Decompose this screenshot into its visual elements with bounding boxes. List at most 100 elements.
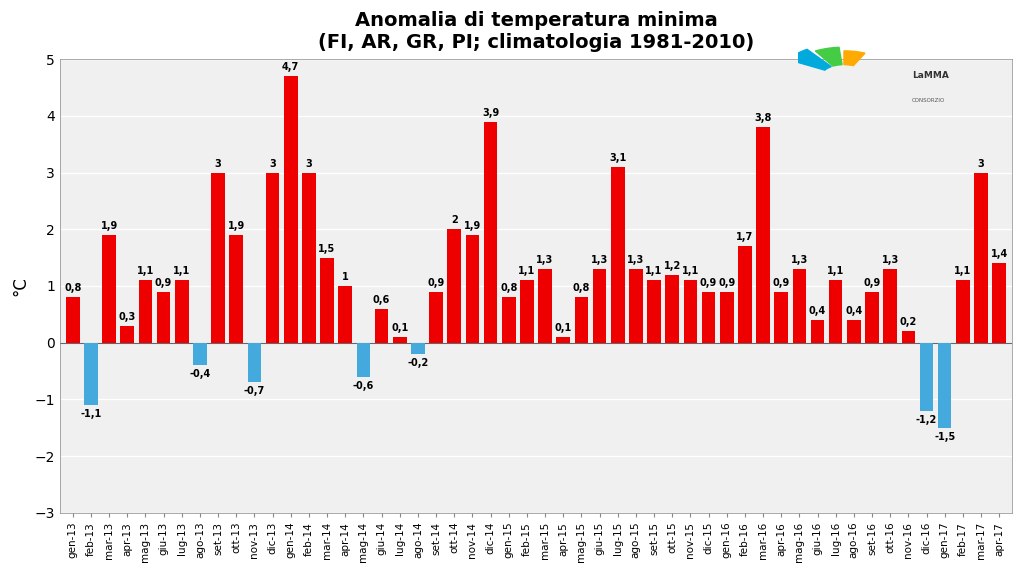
Bar [157,292,171,343]
Bar [720,292,733,343]
Text: 1,1: 1,1 [681,266,699,276]
Bar [175,280,188,343]
Text: 3: 3 [215,159,221,168]
Text: -1,1: -1,1 [80,409,101,419]
Bar [357,343,370,376]
Bar [774,292,788,343]
Text: 3,9: 3,9 [482,108,499,117]
Text: 1,1: 1,1 [173,266,190,276]
Text: 3,8: 3,8 [754,113,771,123]
Bar [611,167,624,343]
Text: 2: 2 [451,215,457,225]
Bar [102,235,116,343]
Bar [920,343,933,411]
Bar [248,343,261,382]
Y-axis label: °C: °C [11,276,29,296]
Text: 1,3: 1,3 [627,255,644,265]
Text: -0,7: -0,7 [243,386,265,397]
Text: -1,2: -1,2 [916,415,937,425]
Polygon shape [788,49,832,70]
Text: 1,3: 1,3 [791,255,808,265]
Text: 1,1: 1,1 [646,266,663,276]
Text: 0,1: 0,1 [554,323,572,333]
Bar [212,172,225,343]
Text: 1,1: 1,1 [954,266,972,276]
Bar [339,286,352,343]
Text: 1,3: 1,3 [882,255,899,265]
Bar [992,264,1006,343]
Bar [393,337,406,343]
Text: 1,5: 1,5 [318,244,336,254]
Bar [502,297,516,343]
Bar [884,269,897,343]
Bar [193,343,207,366]
Bar [957,280,970,343]
Polygon shape [815,48,842,66]
Bar [575,297,588,343]
Text: 0,9: 0,9 [428,278,445,288]
Bar [447,229,461,343]
Bar [65,297,80,343]
Text: CONSORZIO: CONSORZIO [913,98,945,103]
Text: -0,2: -0,2 [407,358,429,368]
Text: 0,4: 0,4 [809,306,827,316]
Text: 1,7: 1,7 [737,232,754,242]
Bar [320,258,333,343]
Bar [138,280,152,343]
Bar [847,320,860,343]
Bar [430,292,443,343]
Text: 3: 3 [306,159,312,168]
Bar [374,309,389,343]
Bar [121,325,134,343]
Bar [974,172,988,343]
Text: 1,1: 1,1 [827,266,844,276]
Text: 0,9: 0,9 [863,278,881,288]
Text: 1,3: 1,3 [536,255,553,265]
Bar [538,269,551,343]
Title: Anomalia di temperatura minima
(FI, AR, GR, PI; climatologia 1981-2010): Anomalia di temperatura minima (FI, AR, … [318,11,754,52]
Text: 1,9: 1,9 [227,221,244,231]
Bar [738,246,752,343]
Polygon shape [844,51,865,66]
Bar [557,337,570,343]
Bar [302,172,316,343]
Text: 3: 3 [978,159,984,168]
Bar [484,121,497,343]
Text: 1,9: 1,9 [463,221,481,231]
Text: 0,3: 0,3 [119,312,136,321]
Bar [411,343,425,354]
Bar [520,280,534,343]
Bar [756,127,770,343]
Text: 0,4: 0,4 [845,306,862,316]
Text: 0,9: 0,9 [772,278,790,288]
Text: 0,1: 0,1 [391,323,408,333]
Bar [465,235,479,343]
Text: 0,2: 0,2 [899,317,917,327]
Text: 1,1: 1,1 [519,266,535,276]
Bar [702,292,715,343]
Text: 0,9: 0,9 [700,278,717,288]
Text: 1: 1 [342,272,349,282]
Bar [84,343,98,405]
Text: 1,4: 1,4 [990,249,1008,260]
Bar [901,331,916,343]
Text: LaMMA: LaMMA [913,71,949,80]
Bar [793,269,806,343]
Bar [592,269,607,343]
Text: 4,7: 4,7 [282,62,300,72]
Text: -0,4: -0,4 [189,370,211,379]
Bar [665,274,679,343]
Bar [683,280,698,343]
Text: 3,1: 3,1 [609,153,626,163]
Text: -1,5: -1,5 [934,431,955,442]
Text: 1,9: 1,9 [100,221,118,231]
Bar [266,172,279,343]
Text: 0,8: 0,8 [64,284,82,293]
Bar [229,235,243,343]
Text: 1,3: 1,3 [591,255,608,265]
Bar [829,280,843,343]
Text: 0,9: 0,9 [718,278,736,288]
Bar [865,292,879,343]
Bar [648,280,661,343]
Text: 0,8: 0,8 [573,284,590,293]
